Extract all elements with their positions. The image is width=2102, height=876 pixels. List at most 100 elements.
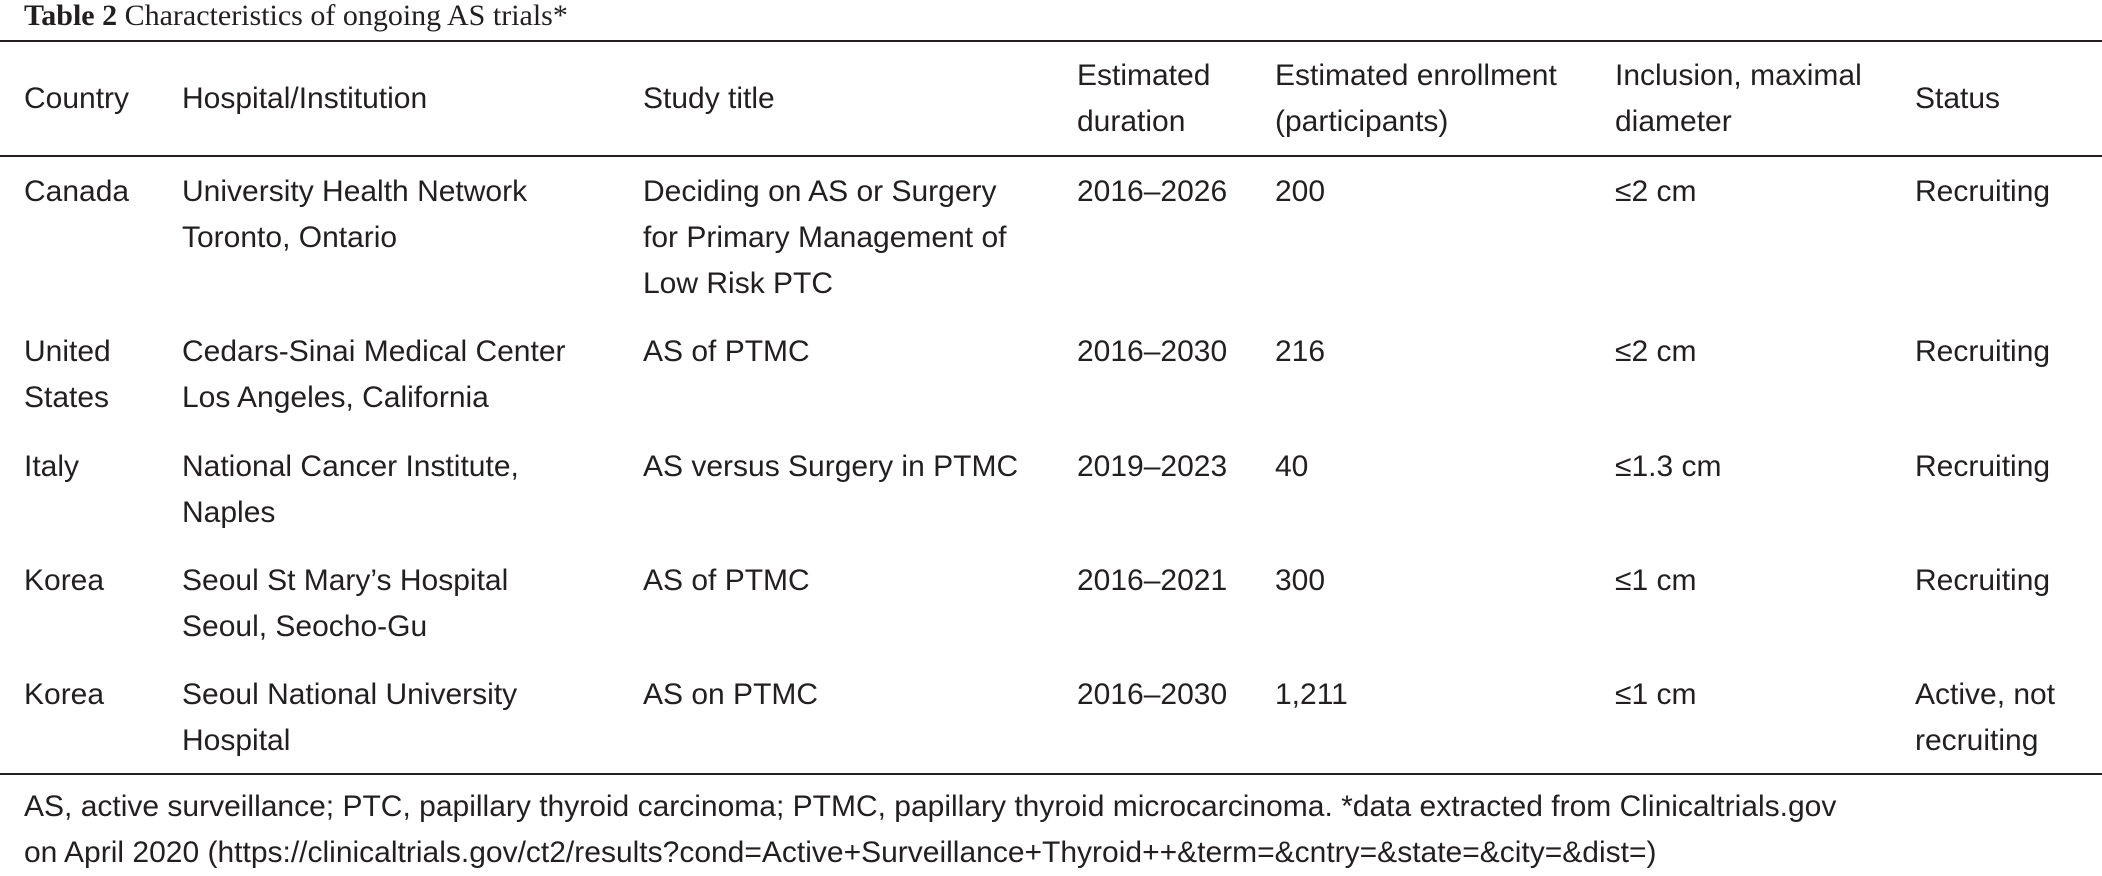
cell-enrollment: 40 [1251, 430, 1591, 544]
cell-enrollment: 1,211 [1251, 658, 1591, 774]
table-body: Canada University Health Network Toronto… [0, 155, 2102, 774]
cell-line: Hospital [182, 724, 291, 757]
cell-hospital: Seoul National University Hospital [158, 658, 619, 774]
table-caption-title: Characteristics of ongoing AS trials* [124, 0, 568, 32]
cell-line: Active, not [1915, 678, 2056, 711]
header-line: Country [24, 81, 130, 115]
header-line: Inclusion, maximal [1615, 58, 1862, 92]
cell-line: ≤1 cm [1615, 678, 1697, 711]
footnote-line: AS, active surveillance; PTC, papillary … [24, 790, 1837, 823]
cell-inclusion: ≤2 cm [1591, 155, 1891, 315]
cell-inclusion: ≤2 cm [1591, 315, 1891, 430]
table-caption-label: Table 2 [24, 0, 118, 32]
cell-hospital: Seoul St Mary’s Hospital Seoul, Seocho-G… [158, 544, 619, 658]
cell-line: 200 [1275, 175, 1326, 208]
cell-line: Seoul National University [182, 678, 518, 711]
table-header-rule [0, 155, 2102, 157]
cell-duration: 2016–2030 [1053, 315, 1251, 430]
cell-study-title: AS versus Surgery in PTMC [619, 430, 1053, 544]
cell-line: AS of PTMC [643, 335, 810, 368]
header-estimated-duration: Estimated duration [1053, 42, 1251, 155]
cell-duration: 2019–2023 [1053, 430, 1251, 544]
cell-line: ≤2 cm [1615, 335, 1697, 368]
header-line: Status [1915, 81, 2001, 115]
cell-line: Seoul, Seocho-Gu [182, 610, 428, 643]
cell-line: Korea [24, 678, 105, 711]
cell-study-title: Deciding on AS or Surgery for Primary Ma… [619, 155, 1053, 315]
header-line: Estimated [1077, 58, 1211, 92]
cell-line: 40 [1275, 450, 1309, 483]
footnote-line: on April 2020 (https://clinicaltrials.go… [24, 836, 1657, 869]
cell-line: 300 [1275, 564, 1326, 597]
cell-status: Recruiting [1891, 544, 2102, 658]
table-footnote: AS, active surveillance; PTC, papillary … [24, 784, 2084, 876]
header-estimated-enrollment: Estimated enrollment (participants) [1251, 42, 1591, 155]
cell-status: Recruiting [1891, 430, 2102, 544]
cell-line: 2016–2030 [1077, 678, 1228, 711]
cell-line: National Cancer Institute, [182, 450, 519, 483]
table-row: Canada University Health Network Toronto… [0, 155, 2102, 315]
cell-line: University Health Network [182, 175, 528, 208]
cell-enrollment: 300 [1251, 544, 1591, 658]
cell-line: 2016–2026 [1077, 175, 1228, 208]
cell-duration: 2016–2026 [1053, 155, 1251, 315]
cell-line: Low Risk PTC [643, 267, 834, 300]
cell-line: Recruiting [1915, 450, 2051, 483]
header-line: Hospital/Institution [182, 81, 428, 115]
header-line: (participants) [1275, 104, 1449, 138]
cell-enrollment: 216 [1251, 315, 1591, 430]
table-bottom-rule [0, 773, 2102, 775]
header-line: diameter [1615, 104, 1732, 138]
cell-line: Deciding on AS or Surgery [643, 175, 997, 208]
cell-study-title: AS of PTMC [619, 315, 1053, 430]
header-row: Country Hospital/Institution Study title… [0, 42, 2102, 155]
cell-line: recruiting [1915, 724, 2039, 757]
cell-hospital: National Cancer Institute, Naples [158, 430, 619, 544]
cell-line: Korea [24, 564, 105, 597]
table-row: Korea Seoul National University Hospital… [0, 658, 2102, 774]
cell-line: 2019–2023 [1077, 450, 1228, 483]
header-country: Country [0, 42, 158, 155]
cell-line: Recruiting [1915, 335, 2051, 368]
cell-line: ≤2 cm [1615, 175, 1697, 208]
cell-line: Italy [24, 450, 80, 483]
table-row: Italy National Cancer Institute, Naples … [0, 430, 2102, 544]
cell-inclusion: ≤1 cm [1591, 658, 1891, 774]
cell-country: Canada [0, 155, 158, 315]
cell-line: AS versus Surgery in PTMC [643, 450, 1019, 483]
cell-country: United States [0, 315, 158, 430]
cell-line: Los Angeles, California [182, 381, 489, 414]
header-study-title: Study title [619, 42, 1053, 155]
cell-inclusion: ≤1 cm [1591, 544, 1891, 658]
cell-line: United [24, 335, 111, 368]
cell-country: Italy [0, 430, 158, 544]
cell-line: Toronto, Ontario [182, 221, 398, 254]
cell-line: ≤1 cm [1615, 564, 1697, 597]
cell-status: Recruiting [1891, 315, 2102, 430]
cell-country: Korea [0, 544, 158, 658]
cell-status: Active, not recruiting [1891, 658, 2102, 774]
cell-line: 216 [1275, 335, 1326, 368]
cell-inclusion: ≤1.3 cm [1591, 430, 1891, 544]
header-status: Status [1891, 42, 2102, 155]
cell-line: Recruiting [1915, 175, 2051, 208]
cell-line: 1,211 [1275, 678, 1348, 711]
cell-line: ≤1.3 cm [1615, 450, 1722, 483]
cell-line: Canada [24, 175, 130, 208]
header-line: Estimated enrollment [1275, 58, 1557, 92]
cell-line: Cedars-Sinai Medical Center [182, 335, 566, 368]
cell-hospital: University Health Network Toronto, Ontar… [158, 155, 619, 315]
cell-country: Korea [0, 658, 158, 774]
cell-hospital: Cedars-Sinai Medical Center Los Angeles,… [158, 315, 619, 430]
cell-duration: 2016–2021 [1053, 544, 1251, 658]
table-caption: Table 2 Characteristics of ongoing AS tr… [24, 0, 568, 34]
cell-line: for Primary Management of [643, 221, 1007, 254]
cell-line: 2016–2030 [1077, 335, 1228, 368]
cell-duration: 2016–2030 [1053, 658, 1251, 774]
table-header: Country Hospital/Institution Study title… [0, 42, 2102, 155]
cell-line: 2016–2021 [1077, 564, 1228, 597]
trials-table: Country Hospital/Institution Study title… [0, 42, 2102, 774]
header-line: duration [1077, 104, 1186, 138]
cell-enrollment: 200 [1251, 155, 1591, 315]
cell-line: Naples [182, 496, 276, 529]
